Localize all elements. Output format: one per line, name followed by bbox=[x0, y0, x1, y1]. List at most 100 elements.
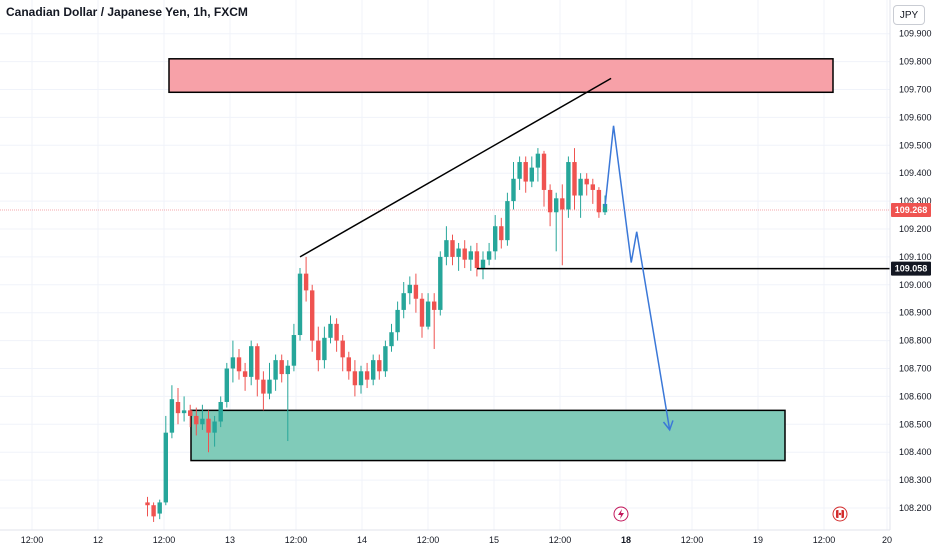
candle-body bbox=[322, 337, 327, 361]
candle-body bbox=[340, 340, 345, 358]
candle-body bbox=[560, 198, 565, 210]
price-tick-label: 108.700 bbox=[899, 364, 932, 374]
lightning-event-icon[interactable] bbox=[613, 506, 629, 522]
candle-body bbox=[541, 153, 547, 190]
projection-arrowhead bbox=[662, 420, 674, 432]
candle-body bbox=[328, 323, 333, 338]
candle-body bbox=[425, 301, 431, 327]
candle-body bbox=[517, 162, 522, 179]
candle-body bbox=[371, 360, 376, 380]
rising-trendline bbox=[299, 77, 612, 258]
candle-body bbox=[188, 410, 193, 416]
time-tick-label: 12:00 bbox=[681, 535, 704, 545]
currency-button[interactable]: JPY bbox=[893, 5, 925, 25]
candle-body bbox=[547, 189, 553, 213]
candle-body bbox=[499, 226, 504, 241]
time-tick-label: 14 bbox=[357, 535, 367, 545]
candle-body bbox=[462, 248, 467, 260]
candle-body bbox=[395, 309, 400, 333]
support-zone bbox=[190, 409, 786, 462]
candle-body bbox=[554, 198, 559, 213]
candle-body bbox=[419, 298, 425, 327]
drawings bbox=[299, 77, 890, 432]
candle-body bbox=[169, 399, 175, 433]
price-axis[interactable]: 109.900 109.800 109.700 109.600 109.500 109.4… bbox=[899, 29, 932, 513]
price-labels: 109.268 109.058 bbox=[891, 203, 931, 276]
time-tick-label: 12:00 bbox=[813, 535, 836, 545]
candle-body bbox=[151, 505, 156, 517]
chart-title: Canadian Dollar / Japanese Yen, 1h, FXCM bbox=[6, 5, 248, 19]
price-tick-label: 108.800 bbox=[899, 336, 932, 346]
time-tick-label: 19 bbox=[753, 535, 763, 545]
candle-body bbox=[450, 240, 455, 257]
price-tick-label: 109.900 bbox=[899, 29, 932, 39]
candle-body bbox=[596, 189, 602, 213]
candle-body bbox=[438, 256, 443, 310]
time-tick-label: 12 bbox=[93, 535, 103, 545]
time-axis[interactable]: 12:00 12 12:00 13 12:00 14 12:00 15 12:00 18 12:00… bbox=[21, 535, 892, 545]
candle-body bbox=[511, 178, 516, 202]
price-tick-label: 108.300 bbox=[899, 475, 932, 485]
zones bbox=[0, 58, 890, 462]
candle-body bbox=[407, 284, 412, 294]
price-tick-label: 108.200 bbox=[899, 503, 932, 513]
candle-body bbox=[584, 178, 589, 185]
support-price-label-bg bbox=[891, 261, 931, 276]
candle-body bbox=[255, 346, 260, 380]
candle-body bbox=[224, 368, 229, 402]
candle-body bbox=[590, 184, 595, 190]
candle-body bbox=[383, 346, 388, 372]
candle-body bbox=[486, 251, 492, 260]
candle-body bbox=[505, 201, 510, 241]
candle-body bbox=[218, 401, 223, 422]
price-tick-label: 109.700 bbox=[899, 85, 932, 95]
candle-body bbox=[303, 273, 309, 291]
candle-body bbox=[279, 360, 284, 375]
projection-path bbox=[604, 125, 671, 431]
candle-body bbox=[236, 357, 242, 372]
candle-body bbox=[535, 153, 541, 168]
price-tick-label: 109.800 bbox=[899, 57, 932, 67]
candle-body bbox=[273, 360, 278, 380]
candle-body bbox=[230, 357, 236, 369]
candle-body bbox=[493, 226, 498, 252]
price-tick-label: 109.100 bbox=[899, 252, 932, 262]
candle-body bbox=[444, 240, 449, 257]
time-tick-label: 18 bbox=[621, 535, 631, 545]
current-price-label: 109.268 bbox=[895, 205, 928, 215]
candle-body bbox=[566, 162, 571, 210]
candle-body bbox=[291, 335, 297, 366]
time-tick-label: 13 bbox=[225, 535, 235, 545]
lightning-glyph bbox=[618, 509, 624, 519]
flag-leaf bbox=[838, 512, 842, 516]
time-tick-label: 20 bbox=[882, 535, 892, 545]
candle-body bbox=[413, 284, 419, 299]
price-tick-label: 109.200 bbox=[899, 224, 932, 234]
candles bbox=[145, 148, 608, 522]
price-tick-label: 109.600 bbox=[899, 112, 932, 122]
candle-body bbox=[194, 415, 199, 425]
candle-body bbox=[297, 273, 303, 336]
time-tick-label: 12:00 bbox=[417, 535, 440, 545]
price-tick-label: 109.300 bbox=[899, 196, 932, 206]
candle-body bbox=[474, 251, 480, 269]
event-markers[interactable] bbox=[613, 506, 848, 522]
time-tick-label: 12:00 bbox=[153, 535, 176, 545]
candle-body bbox=[267, 379, 272, 394]
candle-body bbox=[212, 421, 217, 433]
candle-body bbox=[352, 371, 358, 386]
current-price-label-bg bbox=[891, 203, 931, 218]
candle-body bbox=[285, 365, 290, 375]
candle-body bbox=[401, 293, 406, 310]
candle-body bbox=[310, 290, 315, 341]
candle-body bbox=[163, 432, 168, 503]
candle-body bbox=[389, 332, 394, 347]
time-tick-label: 12:00 bbox=[21, 535, 44, 545]
canada-flag-icon[interactable] bbox=[832, 506, 848, 522]
candle-body bbox=[529, 167, 534, 182]
price-tick-label: 108.900 bbox=[899, 308, 932, 318]
support-price-label: 109.058 bbox=[895, 264, 928, 274]
price-tick-label: 108.600 bbox=[899, 391, 932, 401]
candle-body bbox=[334, 323, 339, 341]
